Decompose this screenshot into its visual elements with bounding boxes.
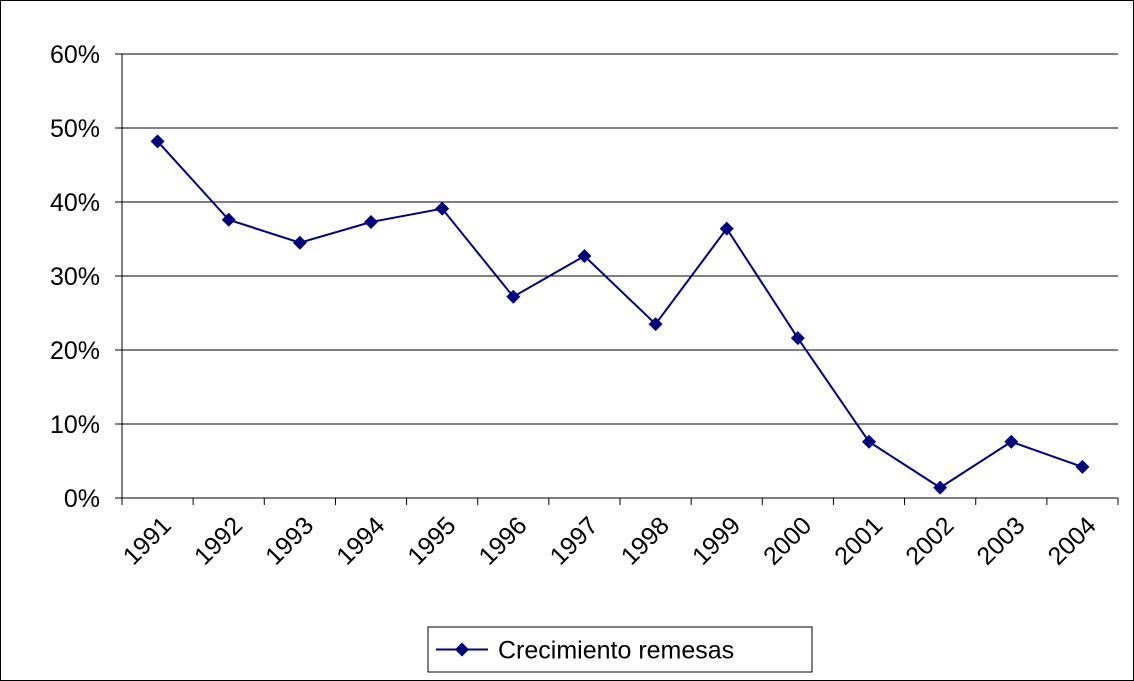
legend-label: Crecimiento remesas [498, 637, 734, 665]
y-tick-label: 30% [50, 263, 100, 291]
y-tick-label: 20% [50, 337, 100, 365]
marker [577, 249, 592, 264]
y-tick-label: 60% [50, 41, 100, 69]
y-tick-label: 50% [50, 115, 100, 143]
y-tick-label: 10% [50, 411, 100, 439]
legend-box [427, 626, 813, 673]
marker [150, 134, 165, 149]
y-tick-label: 0% [64, 485, 100, 513]
y-tick-label: 40% [50, 189, 100, 217]
marker [790, 331, 805, 346]
marker [292, 235, 307, 250]
line [156, 140, 1083, 489]
marker [933, 480, 948, 495]
marker [364, 214, 378, 229]
legend-marker [455, 642, 469, 657]
marker [221, 212, 236, 227]
marker [648, 317, 663, 332]
marker [1004, 434, 1019, 449]
marker [1075, 459, 1090, 474]
marker [506, 289, 521, 304]
marker [435, 201, 450, 216]
marker [719, 221, 734, 236]
marker [862, 434, 876, 449]
